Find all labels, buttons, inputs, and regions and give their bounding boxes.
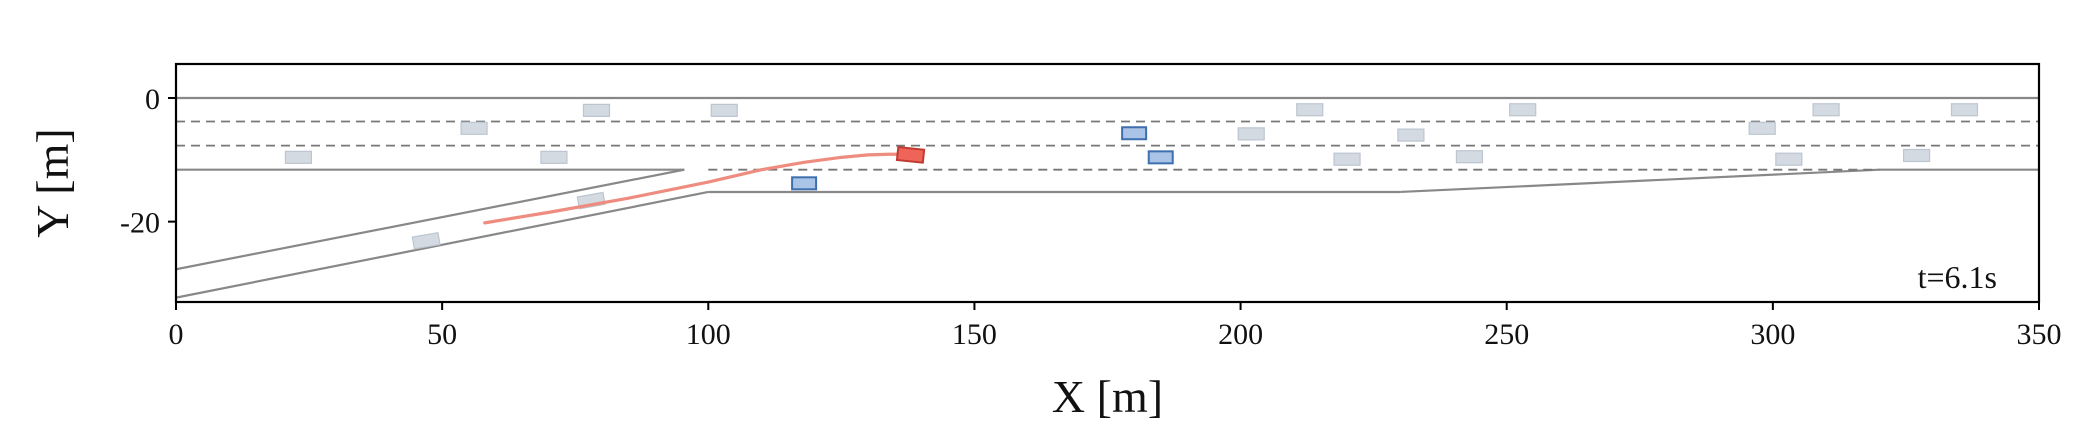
ego-vehicle <box>895 145 926 164</box>
time-annotation: t=6.1s <box>1918 259 1997 295</box>
road-edge <box>176 190 709 299</box>
x-tick-label: 200 <box>1218 318 1263 351</box>
background-vehicle <box>1237 127 1265 141</box>
background-vehicle <box>1812 103 1840 117</box>
x-tick-label: 0 <box>169 318 184 351</box>
background-vehicle <box>1748 121 1776 135</box>
axes-frame <box>174 62 2041 304</box>
road-edge <box>1400 168 1880 194</box>
x-tick-label: 100 <box>686 318 731 351</box>
ego-trajectory <box>483 152 910 225</box>
x-axis-label: X [m] <box>1052 371 1163 422</box>
background-vehicle <box>1333 152 1361 166</box>
background-vehicle <box>540 150 568 164</box>
background-vehicle <box>1509 103 1537 117</box>
background-vehicle <box>1296 103 1324 117</box>
background-vehicle <box>1455 150 1484 164</box>
x-tick-label: 250 <box>1484 318 1529 351</box>
axis-ticks: 0 50 100 150 200 250 300 350 0 -20 <box>120 83 2062 351</box>
x-tick-label: 150 <box>952 318 997 351</box>
y-tick-label: 0 <box>145 83 160 116</box>
background-vehicle <box>1902 148 1931 163</box>
x-tick-label: 300 <box>1750 318 1795 351</box>
interacting-vehicle <box>1147 150 1174 165</box>
x-tick-label: 350 <box>2017 318 2062 351</box>
y-tick-label: -20 <box>120 207 160 240</box>
plot-area <box>176 96 2039 299</box>
x-tick-label: 50 <box>427 318 457 351</box>
interacting-vehicle <box>791 176 818 191</box>
background-vehicle <box>582 103 611 117</box>
background-vehicle <box>710 103 738 117</box>
background-vehicle <box>460 121 488 135</box>
background-vehicle <box>1775 152 1803 166</box>
background-vehicle <box>284 150 313 164</box>
background-vehicle <box>411 231 441 250</box>
road-edge <box>176 168 685 271</box>
interacting-vehicle <box>1121 126 1148 141</box>
background-vehicle <box>1397 128 1425 142</box>
background-vehicle <box>1950 103 1979 117</box>
y-axis-label: Y [m] <box>27 128 78 237</box>
